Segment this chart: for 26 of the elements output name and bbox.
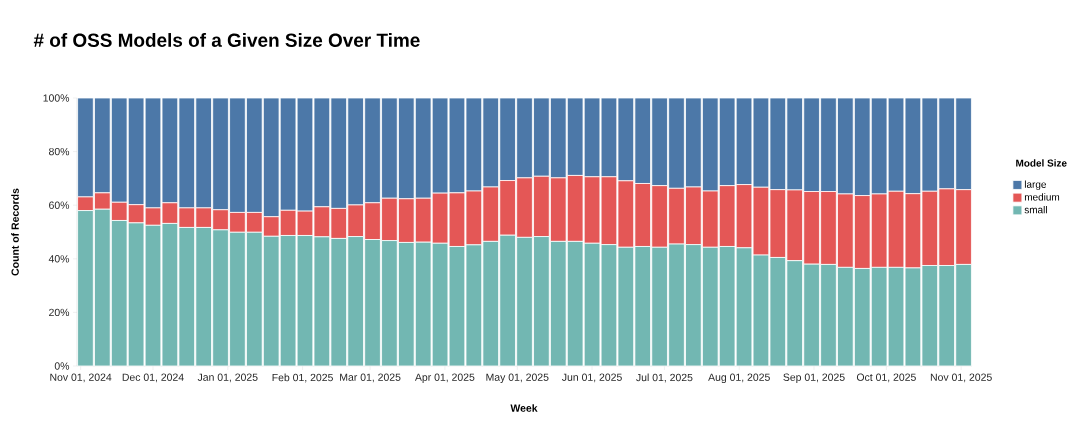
x-tick-label: Jan 01, 2025 bbox=[197, 373, 258, 383]
x-tick-label: Apr 01, 2025 bbox=[414, 373, 475, 383]
chart-title: # of OSS Models of a Given Size Over Time bbox=[33, 33, 420, 47]
x-tick-label: Mar 01, 2025 bbox=[340, 373, 401, 383]
x-axis-title: Week bbox=[510, 404, 538, 412]
legend-label: medium bbox=[1024, 193, 1060, 201]
x-tick-label: Feb 01, 2025 bbox=[272, 373, 333, 383]
y-tick-label: 20% bbox=[49, 308, 70, 317]
x-tick-label: Nov 01, 2025 bbox=[930, 373, 992, 383]
y-tick-label: 60% bbox=[49, 201, 70, 209]
y-tick-label: 40% bbox=[48, 255, 70, 263]
legend-label: small bbox=[1024, 205, 1047, 214]
x-tick-label: Aug 01, 2025 bbox=[708, 373, 770, 383]
x-tick-label: Oct 01, 2025 bbox=[856, 373, 916, 383]
x-tick-label: Jun 01, 2025 bbox=[561, 373, 622, 383]
y-tick-label: 80% bbox=[49, 147, 70, 156]
x-tick-label: Nov 01, 2024 bbox=[50, 373, 112, 383]
legend-label: large bbox=[1024, 180, 1046, 190]
x-tick-label: May 01, 2025 bbox=[486, 373, 549, 383]
x-tick-label: Sep 01, 2025 bbox=[783, 373, 845, 383]
y-axis-title: Count of Records bbox=[11, 188, 19, 276]
y-tick-label: 100% bbox=[43, 94, 70, 102]
x-tick-label: Dec 01, 2024 bbox=[122, 373, 184, 383]
legend-title: Model Size bbox=[1016, 159, 1067, 167]
x-tick-label: Jul 01, 2025 bbox=[636, 373, 693, 383]
y-tick-label: 0% bbox=[54, 362, 70, 370]
